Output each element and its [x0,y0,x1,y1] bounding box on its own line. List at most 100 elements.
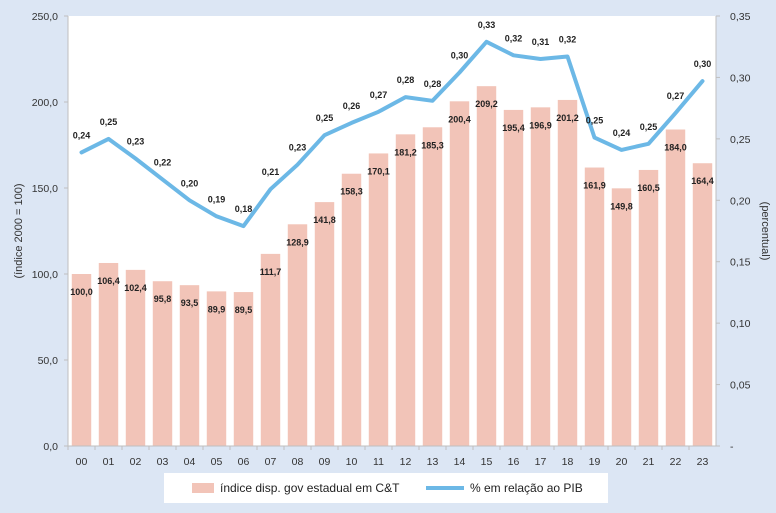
left-tick-label: 250,0 [32,11,58,23]
x-tick-label-22: 22 [670,456,682,468]
bar-label-02: 102,4 [124,283,147,293]
line-label-20: 0,24 [613,128,631,138]
line-label-13: 0,28 [424,79,442,89]
x-tick-label-10: 10 [346,456,358,468]
x-tick-label-11: 11 [373,456,384,468]
bar-label-15: 209,2 [475,99,498,109]
line-label-02: 0,23 [127,137,145,147]
bar-label-22: 184,0 [664,143,687,153]
x-tick-label-01: 01 [103,456,115,468]
x-tick-label-21: 21 [643,456,655,468]
bar-23 [693,163,712,446]
line-label-03: 0,22 [154,157,172,167]
right-axis-title: (percentual) [759,202,771,261]
right-tick-label: 0,10 [730,318,751,330]
right-tick-label: 0,35 [730,11,751,23]
line-label-21: 0,25 [640,122,658,132]
x-tick-label-16: 16 [508,456,520,468]
bar-02 [126,270,145,446]
bar-label-09: 141,8 [313,215,336,225]
bar-20 [612,188,631,446]
bar-06 [234,292,253,446]
x-tick-label-13: 13 [427,456,439,468]
right-tick-label: 0,15 [730,257,751,269]
bar-22 [666,130,685,446]
line-label-12: 0,28 [397,75,415,85]
x-tick-label-20: 20 [616,456,628,468]
line-label-11: 0,27 [370,90,388,100]
bar-01 [99,263,118,446]
x-tick-label-12: 12 [400,456,412,468]
bar-14 [450,101,469,446]
line-label-15: 0,33 [478,20,496,30]
line-label-00: 0,24 [73,130,91,140]
legend-bar-label: índice disp. gov estadual em C&T [220,481,400,495]
bar-label-14: 200,4 [448,114,471,124]
line-label-17: 0,31 [532,37,550,47]
left-tick-label: 150,0 [32,183,58,195]
bar-label-11: 170,1 [367,166,390,176]
right-tick-label: 0,05 [730,380,751,392]
bar-label-00: 100,0 [70,287,93,297]
left-axis-title: (índice 2000 = 100) [13,183,25,278]
bar-13 [423,127,442,446]
x-tick-label-03: 03 [157,456,169,468]
bar-05 [207,291,226,446]
line-label-01: 0,25 [100,117,118,127]
bar-21 [639,170,658,446]
x-tick-label-05: 05 [211,456,223,468]
line-label-16: 0,32 [505,33,523,43]
line-label-07: 0,21 [262,167,280,177]
bar-label-23: 164,4 [691,176,714,186]
right-tick-label: 0,20 [730,195,751,207]
right-tick-label: 0,30 [730,72,751,84]
bar-label-17: 196,9 [529,120,552,130]
bar-07 [261,254,280,446]
x-tick-label-23: 23 [697,456,709,468]
bar-00 [72,274,91,446]
bar-label-21: 160,5 [637,183,660,193]
bar-17 [531,107,550,446]
x-tick-label-08: 08 [292,456,304,468]
bar-03 [153,281,172,446]
bar-04 [180,285,199,446]
bar-label-08: 128,9 [286,237,309,247]
right-tick-label: 0,25 [730,134,751,146]
x-tick-label-02: 02 [130,456,142,468]
bar-label-07: 111,7 [260,267,282,277]
right-tick-label: - [730,441,734,453]
legend-line-label: % em relação ao PIB [470,481,583,495]
left-tick-label: 50,0 [38,355,59,367]
line-label-10: 0,26 [343,101,361,111]
bar-label-10: 158,3 [340,187,363,197]
x-tick-label-09: 09 [319,456,331,468]
bar-16 [504,110,523,446]
line-label-04: 0,20 [181,178,199,188]
x-tick-label-18: 18 [562,456,574,468]
x-tick-label-19: 19 [589,456,601,468]
bar-12 [396,134,415,446]
line-label-06: 0,18 [235,204,253,214]
x-tick-label-14: 14 [454,456,466,468]
bar-label-01: 106,4 [97,276,120,286]
x-tick-label-07: 07 [265,456,277,468]
line-label-05: 0,19 [208,194,226,204]
bar-19 [585,168,604,446]
left-tick-label: 100,0 [32,269,58,281]
bar-label-04: 93,5 [181,298,199,308]
bar-label-18: 201,2 [556,113,579,123]
left-tick-label: 200,0 [32,97,58,109]
bar-18 [558,100,577,446]
bar-label-13: 185,3 [421,140,444,150]
bar-label-16: 195,4 [502,123,525,133]
x-tick-label-04: 04 [184,456,196,468]
bar-10 [342,174,361,446]
bar-09 [315,202,334,446]
line-label-14: 0,30 [451,51,469,61]
x-tick-label-06: 06 [238,456,250,468]
left-tick-label: 0,0 [43,441,58,453]
line-label-08: 0,23 [289,143,307,153]
bar-label-05: 89,9 [208,304,226,314]
